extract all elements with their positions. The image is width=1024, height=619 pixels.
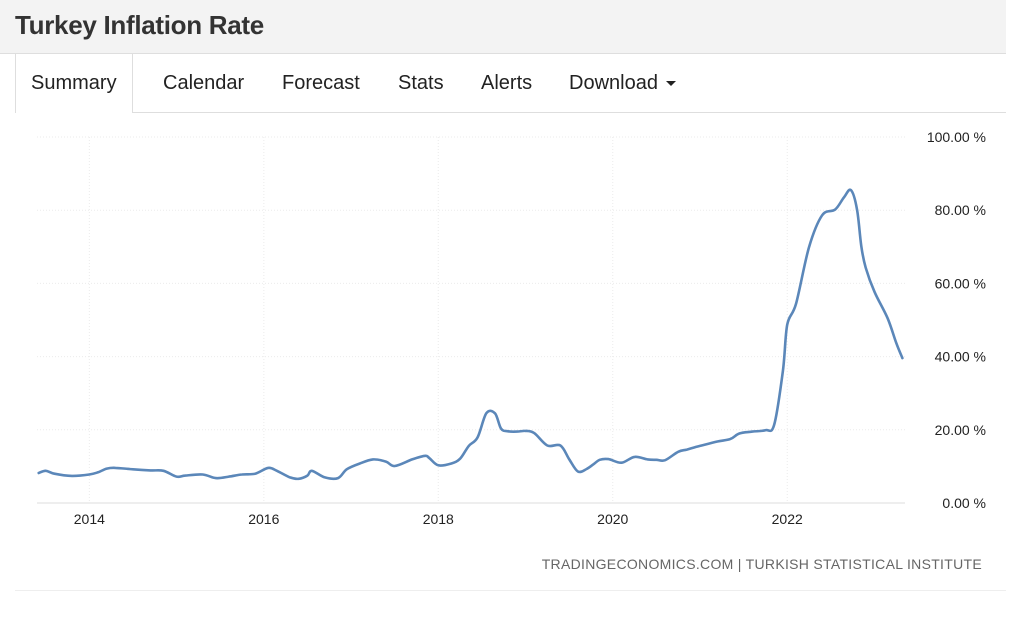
tab-forecast-label: Forecast <box>282 72 360 94</box>
tab-alerts[interactable]: Alerts <box>481 54 532 112</box>
y-tick-label: 20.00 % <box>935 422 986 438</box>
title-bar: Turkey Inflation Rate <box>0 0 1006 54</box>
y-tick-label: 40.00 % <box>935 349 986 365</box>
chevron-down-icon <box>665 81 676 87</box>
page-title: Turkey Inflation Rate <box>15 10 264 40</box>
y-tick-label: 0.00 % <box>942 495 986 511</box>
tab-summary[interactable]: Summary <box>15 54 133 113</box>
tab-download[interactable]: Download <box>569 54 676 112</box>
tab-calendar-label: Calendar <box>163 72 245 94</box>
inflation-line-chart: 0.00 % 20.00 % 40.00 % 60.00 % 80.00 % 100.00… <box>37 129 986 527</box>
x-tick-label: 2020 <box>597 511 628 527</box>
chart-area: 0.00 % 20.00 % 40.00 % 60.00 % 80.00 % 100.00… <box>15 112 1006 591</box>
x-tick-label: 2022 <box>772 511 803 527</box>
tab-alerts-label: Alerts <box>481 72 533 94</box>
tab-forecast[interactable]: Forecast <box>282 54 360 112</box>
x-tick-label: 2018 <box>423 511 454 527</box>
tab-stats[interactable]: Stats <box>398 54 444 112</box>
chart-source-credit: TRADINGECONOMICS.COM | TURKISH STATISTIC… <box>541 556 982 572</box>
tab-calendar[interactable]: Calendar <box>163 54 244 112</box>
x-tick-label: 2014 <box>74 511 105 527</box>
tab-bar: Summary Calendar Forecast Stats Alerts D… <box>15 54 1006 113</box>
y-tick-label: 100.00 % <box>927 129 986 145</box>
inflation-series-line <box>37 188 904 481</box>
tab-stats-label: Stats <box>398 72 444 94</box>
x-tick-label: 2016 <box>248 511 279 527</box>
y-tick-label: 80.00 % <box>935 202 986 218</box>
tab-download-label: Download <box>569 72 658 94</box>
y-tick-label: 60.00 % <box>935 275 986 291</box>
tab-summary-label: Summary <box>31 72 117 94</box>
